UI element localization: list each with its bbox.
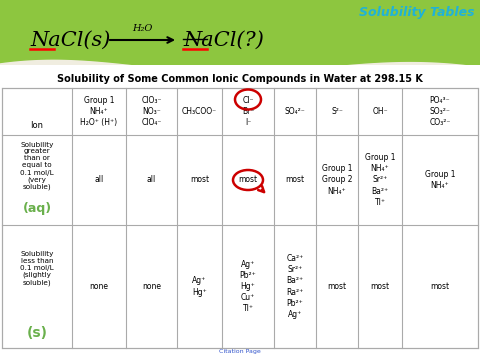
Text: NaCl(?): NaCl(?) <box>183 31 264 49</box>
Text: Ag⁺
Pb²⁺
Hg⁺
Cu⁺
Tl⁺: Ag⁺ Pb²⁺ Hg⁺ Cu⁺ Tl⁺ <box>240 260 256 313</box>
Text: Solubility
greater
than or
equal to
0.1 mol/L
(very
soluble): Solubility greater than or equal to 0.1 … <box>20 141 54 190</box>
Text: Solubility Tables: Solubility Tables <box>360 6 475 19</box>
Text: most: most <box>286 175 305 184</box>
Text: Ion: Ion <box>31 121 44 130</box>
Text: most: most <box>371 282 390 291</box>
Text: Solubility of Some Common Ionic Compounds in Water at 298.15 K: Solubility of Some Common Ionic Compound… <box>57 74 423 84</box>
Text: Cl⁻
Br⁻
I⁻: Cl⁻ Br⁻ I⁻ <box>242 96 254 127</box>
Text: SO₄²⁻: SO₄²⁻ <box>285 107 305 116</box>
Text: OH⁻: OH⁻ <box>372 107 388 116</box>
Text: S²⁻: S²⁻ <box>331 107 343 116</box>
Text: (aq): (aq) <box>23 202 51 215</box>
Text: Group 1
NH₄⁺
H₂O⁺ (H⁺): Group 1 NH₄⁺ H₂O⁺ (H⁺) <box>81 96 118 127</box>
Text: most: most <box>239 175 258 184</box>
Text: Group 1
Group 2
NH₄⁺: Group 1 Group 2 NH₄⁺ <box>322 165 352 195</box>
Bar <box>0 65 480 360</box>
Text: Ca²⁺
Sr²⁺
Ba²⁺
Ra²⁺
Pb²⁺
Ag⁺: Ca²⁺ Sr²⁺ Ba²⁺ Ra²⁺ Pb²⁺ Ag⁺ <box>287 254 304 319</box>
Text: Citation Page: Citation Page <box>219 349 261 354</box>
Bar <box>2 88 478 348</box>
Text: ClO₃⁻
NO₃⁻
ClO₄⁻: ClO₃⁻ NO₃⁻ ClO₄⁻ <box>141 96 162 127</box>
Text: NaCl(s): NaCl(s) <box>30 31 110 49</box>
Text: PO₄³⁻
SO₃²⁻
CO₃²⁻: PO₄³⁻ SO₃²⁻ CO₃²⁻ <box>429 96 451 127</box>
Text: Solubility
less than
0.1 mol/L
(slightly
soluble): Solubility less than 0.1 mol/L (slightly… <box>20 251 54 286</box>
Text: none: none <box>89 282 108 291</box>
Text: most: most <box>190 175 209 184</box>
Text: most: most <box>431 282 450 291</box>
Text: all: all <box>95 175 104 184</box>
Text: Group 1
NH₄⁺
Sr²⁺
Ba²⁺
Tl⁺: Group 1 NH₄⁺ Sr²⁺ Ba²⁺ Tl⁺ <box>365 153 395 207</box>
Text: Group 1
NH₄⁺: Group 1 NH₄⁺ <box>425 170 455 190</box>
Text: (s): (s) <box>26 326 48 340</box>
Text: Ag⁺
Hg⁺: Ag⁺ Hg⁺ <box>192 276 207 297</box>
Text: all: all <box>147 175 156 184</box>
Text: CH₃COO⁻: CH₃COO⁻ <box>182 107 217 116</box>
Text: H₂O: H₂O <box>132 24 152 33</box>
Text: most: most <box>327 282 347 291</box>
Text: none: none <box>142 282 161 291</box>
